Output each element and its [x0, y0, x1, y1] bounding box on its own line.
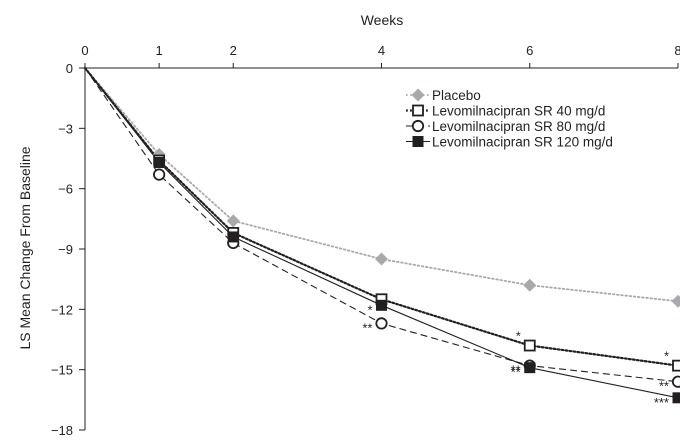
significance-label: **: [362, 320, 372, 335]
series-line-1: [83, 66, 680, 367]
series-3-marker: [153, 157, 165, 169]
series-0-marker: [523, 278, 537, 292]
series-2-marker: [375, 317, 388, 330]
y-tick-label: −6: [58, 182, 73, 197]
x-tick-label: 1: [156, 43, 163, 58]
series-2-marker: [671, 375, 680, 388]
y-tick-label: −18: [51, 423, 73, 438]
significance-label: *: [367, 302, 372, 317]
significance-label: ***: [654, 395, 669, 410]
series-1-marker: [523, 339, 536, 352]
significance-label: **: [511, 365, 521, 380]
series-0-marker: [226, 214, 240, 228]
y-tick-label: 0: [66, 61, 73, 76]
significance-label: *: [664, 349, 669, 364]
series-markers-group: [152, 147, 680, 404]
legend-label: Levomilnacipran SR 80 mg/d: [432, 119, 605, 134]
series-lines-group: [83, 66, 680, 399]
y-tick-label: −12: [51, 302, 73, 317]
legend-label: Levomilnacipran SR 120 mg/d: [432, 135, 613, 150]
legend-marker: [412, 136, 424, 147]
x-tick-label: 2: [230, 43, 237, 58]
y-tick-label: −3: [58, 121, 73, 136]
series-3-marker: [376, 299, 387, 311]
legend-label: Placebo: [432, 88, 481, 103]
x-axis-title: Weeks: [361, 12, 404, 28]
series-0-marker: [375, 252, 388, 266]
y-tick-label: −9: [58, 242, 73, 257]
legend-label: Levomilnacipran SR 40 mg/d: [432, 104, 605, 119]
y-axis-title: LS Mean Change From Baseline: [17, 146, 33, 349]
x-tick-label: 6: [526, 43, 533, 58]
series-2-marker: [153, 168, 166, 181]
series-3-marker: [524, 362, 536, 374]
series-line-3: [84, 67, 679, 399]
x-tick-label: 8: [674, 43, 680, 58]
series-3-marker: [227, 231, 239, 243]
legend-marker: [412, 104, 424, 117]
series-3-marker: [672, 392, 680, 404]
series-0-marker: [671, 294, 680, 308]
significance-label: **: [511, 363, 521, 378]
significance-labels-group: **************: [362, 302, 669, 410]
x-tick-label: 0: [81, 43, 88, 58]
legend-marker: [411, 88, 425, 102]
legend-marker: [411, 119, 425, 133]
series-1-marker: [672, 359, 680, 372]
series-line-0: [84, 67, 679, 303]
x-tick-label: 4: [378, 43, 385, 58]
axes-group: 0 1 2 4 6 8 0 −3 −6 −9 −12 −15 −18: [51, 43, 680, 438]
y-tick-label: −15: [51, 363, 73, 378]
significance-label: *: [516, 329, 521, 344]
series-line-2: [84, 67, 679, 383]
significance-label: **: [659, 379, 669, 394]
